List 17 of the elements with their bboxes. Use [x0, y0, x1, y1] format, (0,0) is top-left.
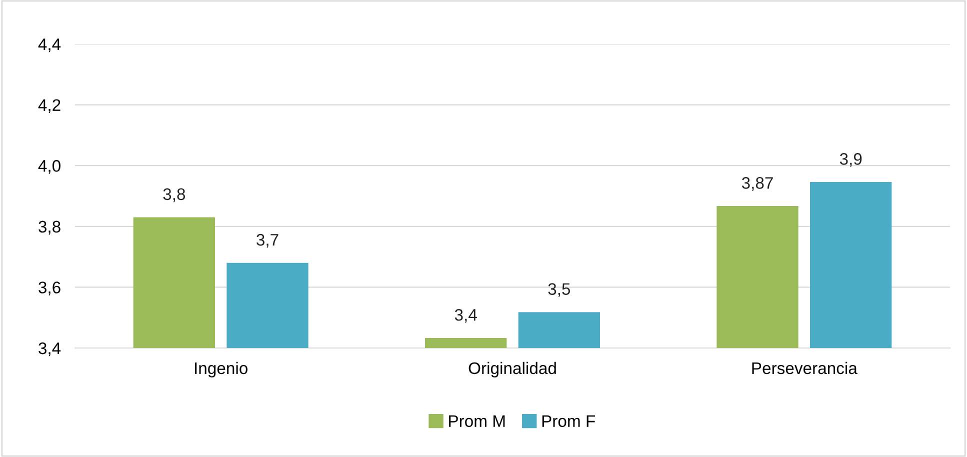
x-tick-label: Perseverancia [752, 362, 858, 374]
data-label: 3,8 [163, 188, 186, 202]
data-label: 3,5 [548, 283, 570, 297]
data-label: 3,87 [742, 177, 773, 191]
y-tick-label: 3,6 [38, 282, 60, 296]
y-tick-label: 3,4 [38, 342, 61, 356]
y-tick-label: 3,8 [38, 220, 60, 235]
y-tick-label: 4,0 [38, 160, 60, 174]
y-tick-label: 4,4 [38, 38, 61, 52]
legend-label: Prom F [542, 415, 595, 428]
legend-label: Prom M [449, 415, 505, 428]
x-tick-label: Ingenio [195, 362, 248, 378]
data-label: 3,9 [840, 153, 862, 167]
data-label: 3,7 [256, 234, 278, 248]
y-tick-label: 4,2 [38, 99, 60, 113]
data-label: 3,4 [454, 308, 477, 323]
x-tick-label: Originalidad [468, 362, 556, 378]
